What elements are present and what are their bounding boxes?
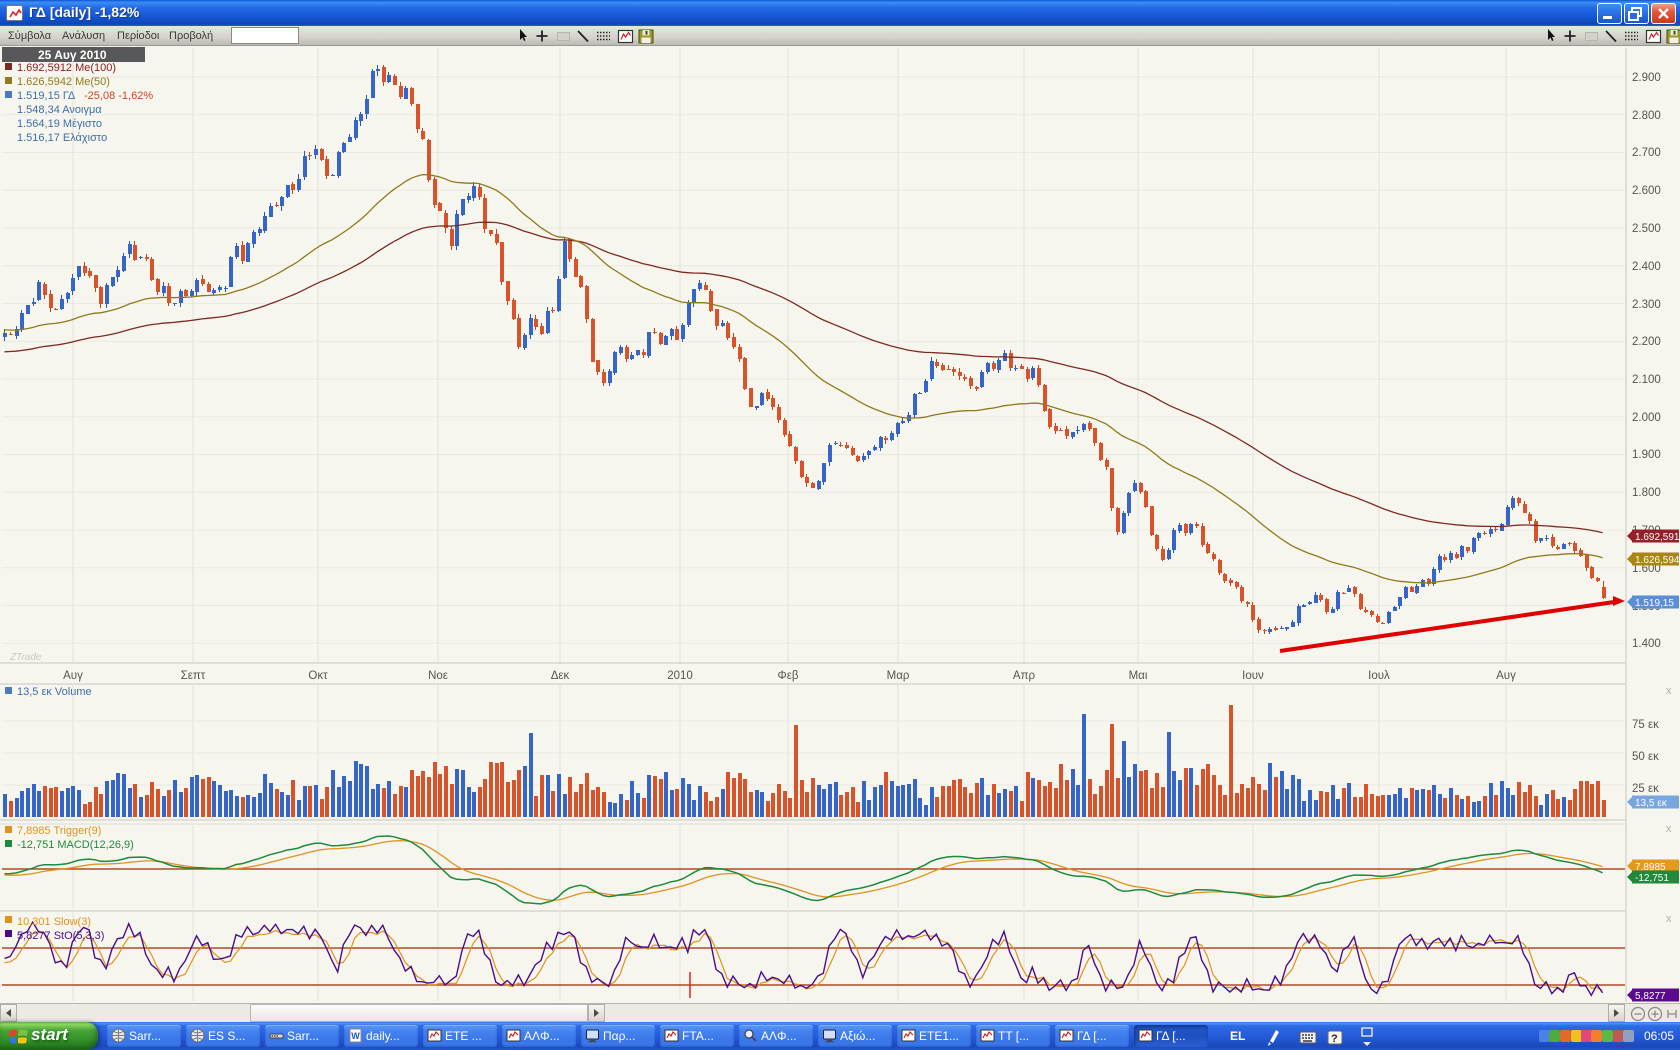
svg-text:x: x (1666, 823, 1672, 835)
svg-text:1.626,5942 Me(50): 1.626,5942 Me(50) (17, 76, 110, 88)
svg-text:Ιουλ: Ιουλ (1368, 670, 1390, 682)
svg-text:1.692,591: 1.692,591 (1635, 532, 1680, 543)
svg-text:1.516,17 Ελάχιστο: 1.516,17 Ελάχιστο (17, 132, 107, 144)
svg-text:2.100: 2.100 (1632, 374, 1661, 386)
svg-text:1.800: 1.800 (1632, 487, 1661, 499)
svg-text:Μαι: Μαι (1129, 670, 1148, 682)
svg-text:2.600: 2.600 (1632, 185, 1661, 197)
svg-text:Σεπτ: Σεπτ (181, 670, 206, 682)
svg-text:Αυγ: Αυγ (1496, 670, 1516, 682)
svg-text:-12,751: -12,751 (1635, 873, 1669, 884)
svg-text:Αυγ: Αυγ (63, 670, 83, 682)
svg-text:Δεκ: Δεκ (551, 670, 570, 682)
svg-text:1.519,15 ΓΔ: 1.519,15 ΓΔ (17, 90, 76, 102)
svg-text:2.000: 2.000 (1632, 412, 1661, 424)
svg-text:x: x (1666, 913, 1672, 925)
svg-text:2.900: 2.900 (1632, 72, 1661, 84)
svg-text:1.548,34 Ανοιγμα: 1.548,34 Ανοιγμα (17, 104, 102, 116)
svg-text:?: ? (1331, 1033, 1338, 1045)
svg-text:5,8277: 5,8277 (1635, 991, 1666, 1002)
svg-text:2.700: 2.700 (1632, 147, 1661, 159)
svg-text:25 εκ: 25 εκ (1632, 783, 1659, 795)
svg-text:2.800: 2.800 (1632, 110, 1661, 122)
svg-text:13,5 εκ: 13,5 εκ (1635, 798, 1668, 809)
svg-text:1.519,15: 1.519,15 (1635, 598, 1674, 609)
svg-text:2.500: 2.500 (1632, 223, 1661, 235)
svg-text:-12,751 MACD(12,26,9): -12,751 MACD(12,26,9) (17, 839, 134, 851)
svg-text:1.626,594: 1.626,594 (1635, 555, 1680, 566)
svg-text:Ιουν: Ιουν (1242, 670, 1264, 682)
svg-text:2.200: 2.200 (1632, 336, 1661, 348)
svg-text:1.600: 1.600 (1632, 563, 1661, 575)
svg-text:ZTrade: ZTrade (9, 652, 42, 663)
svg-text:Φεβ: Φεβ (778, 670, 799, 682)
svg-text:13,5 εκ Volume: 13,5 εκ Volume (17, 686, 92, 698)
svg-text:Νοε: Νοε (428, 670, 448, 682)
svg-text:7,8985 Trigger(9): 7,8985 Trigger(9) (17, 825, 101, 837)
svg-text:-25,08 -1,62%: -25,08 -1,62% (84, 90, 153, 102)
svg-text:Απρ: Απρ (1013, 670, 1036, 682)
svg-text:10,301 Slow(3): 10,301 Slow(3) (17, 916, 91, 928)
svg-text:7,8985: 7,8985 (1635, 862, 1666, 873)
svg-text:2.400: 2.400 (1632, 261, 1661, 273)
svg-text:Μαρ: Μαρ (887, 670, 910, 682)
svg-text:W: W (351, 1031, 360, 1041)
svg-text:1.400: 1.400 (1632, 638, 1661, 650)
svg-text:1.900: 1.900 (1632, 449, 1661, 461)
svg-text:Οκτ: Οκτ (308, 670, 328, 682)
svg-text:2.300: 2.300 (1632, 299, 1661, 311)
svg-text:75 εκ: 75 εκ (1632, 719, 1659, 731)
svg-text:25 Αυγ 2010: 25 Αυγ 2010 (38, 48, 107, 62)
svg-text:1.564,19 Μέγιστο: 1.564,19 Μέγιστο (17, 118, 102, 130)
svg-text:x: x (1666, 685, 1672, 697)
svg-text:2010: 2010 (667, 670, 693, 682)
svg-text:50 εκ: 50 εκ (1632, 751, 1659, 763)
svg-text:5,8277 StO(5,3,3): 5,8277 StO(5,3,3) (17, 930, 104, 942)
svg-text:1.692,5912 Me(100): 1.692,5912 Me(100) (17, 62, 116, 74)
